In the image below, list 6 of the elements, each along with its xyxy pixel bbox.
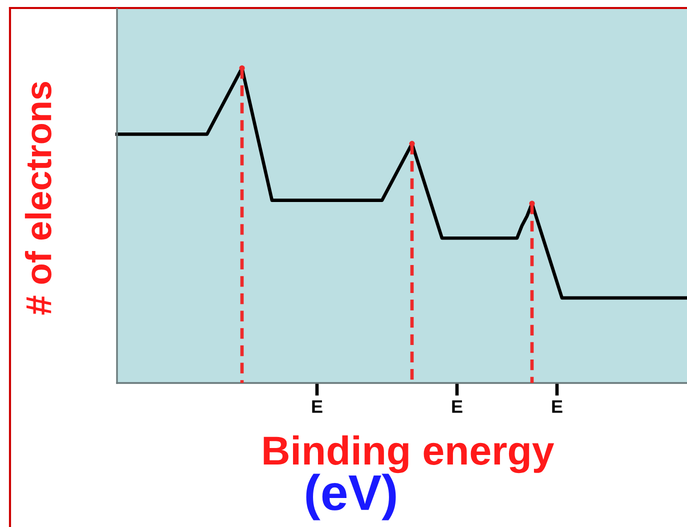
text: (eV)	[306, 474, 396, 520]
x-tick-label: E	[452, 400, 462, 413]
x-tick-label: E	[552, 400, 562, 413]
x-axis-title: Binding energy	[264, 435, 554, 474]
y-axis-title: # of electrons	[24, 82, 52, 315]
x-tick-label: E	[312, 400, 322, 413]
